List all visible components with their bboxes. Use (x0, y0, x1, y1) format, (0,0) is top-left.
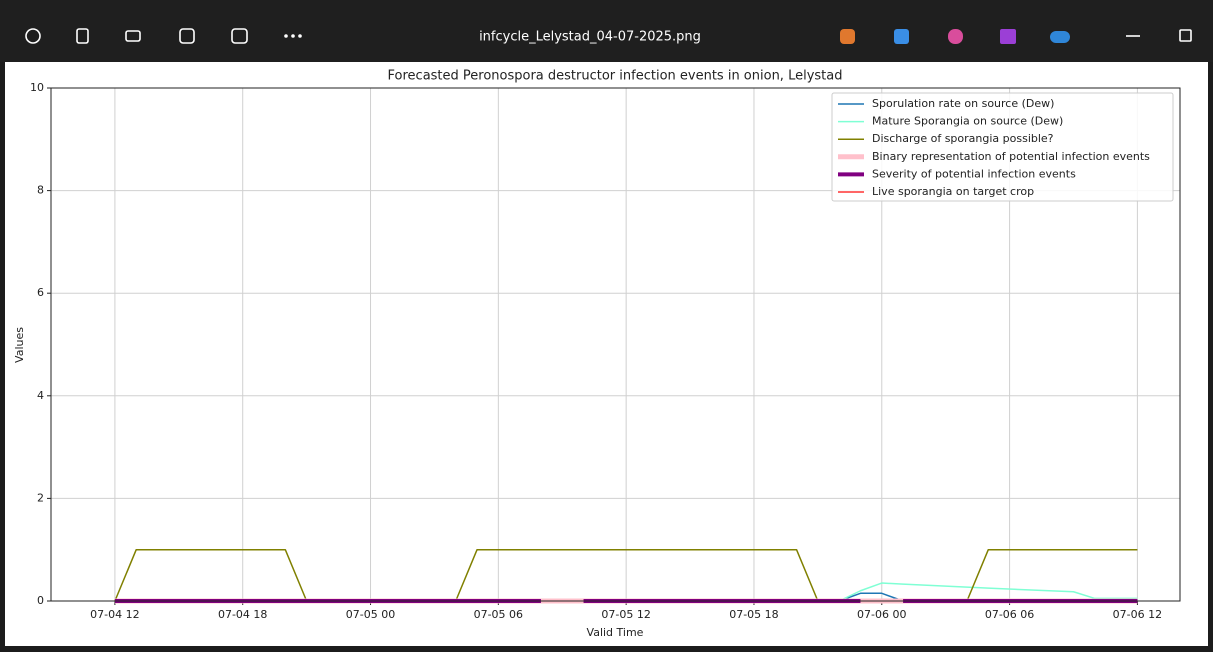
chart-title: Forecasted Peronospora destructor infect… (388, 69, 843, 84)
x-tick-label: 07-04 12 (90, 608, 139, 621)
x-tick-label: 07-05 18 (729, 608, 778, 621)
delete-icon[interactable] (76, 28, 89, 44)
share-icon[interactable] (179, 28, 195, 44)
app-icon[interactable] (894, 29, 909, 44)
y-tick-label: 6 (37, 286, 44, 299)
maximize-icon[interactable] (1179, 29, 1192, 42)
plot-frame (50, 87, 1181, 602)
y-tick-label: 0 (37, 594, 44, 607)
print-icon[interactable] (125, 30, 141, 42)
app-icon[interactable] (1050, 31, 1070, 43)
legend: Sporulation rate on source (Dew) Mature S… (831, 92, 1174, 202)
app-icon[interactable] (1000, 29, 1016, 44)
x-tick-label: 07-05 12 (601, 608, 650, 621)
legend-label: Severity of potential infection events (872, 167, 1076, 180)
x-tick-label: 07-06 12 (1113, 608, 1162, 621)
slideshow-icon[interactable] (231, 28, 248, 44)
app-icon[interactable] (948, 29, 963, 44)
legend-box (831, 92, 1174, 202)
x-axis-label: Valid Time (587, 626, 644, 639)
x-tick-label: 07-05 00 (346, 608, 395, 621)
y-tick-label: 4 (37, 389, 44, 402)
legend-label: Live sporangia on target crop (872, 185, 1034, 198)
x-tick-label: 07-06 00 (857, 608, 906, 621)
x-tick-label: 07-06 06 (985, 608, 1034, 621)
toolbar-icons (25, 28, 1192, 44)
legend-label: Discharge of sporangia possible? (872, 132, 1054, 145)
y-tick-label: 8 (37, 184, 44, 197)
app-icon[interactable] (840, 29, 855, 44)
x-tick-label: 07-05 06 (474, 608, 523, 621)
rotate-icon[interactable] (25, 28, 41, 44)
chart: Forecasted Peronospora destructor infect… (5, 62, 1208, 646)
window-title: infcycle_Lelystad_04-07-2025.png (479, 30, 701, 45)
y-axis-label: Values (13, 327, 26, 363)
legend-label: Binary representation of potential infec… (872, 150, 1150, 163)
legend-label: Mature Sporangia on source (Dew) (872, 115, 1063, 128)
y-tick-label: 10 (30, 81, 44, 94)
x-tick-label: 07-04 18 (218, 608, 267, 621)
toolbar: infcycle_Lelystad_04-07-2025.png (0, 0, 1213, 62)
more-icon[interactable] (284, 34, 302, 38)
legend-label: Sporulation rate on source (Dew) (872, 97, 1054, 110)
y-tick-label: 2 (37, 491, 44, 504)
